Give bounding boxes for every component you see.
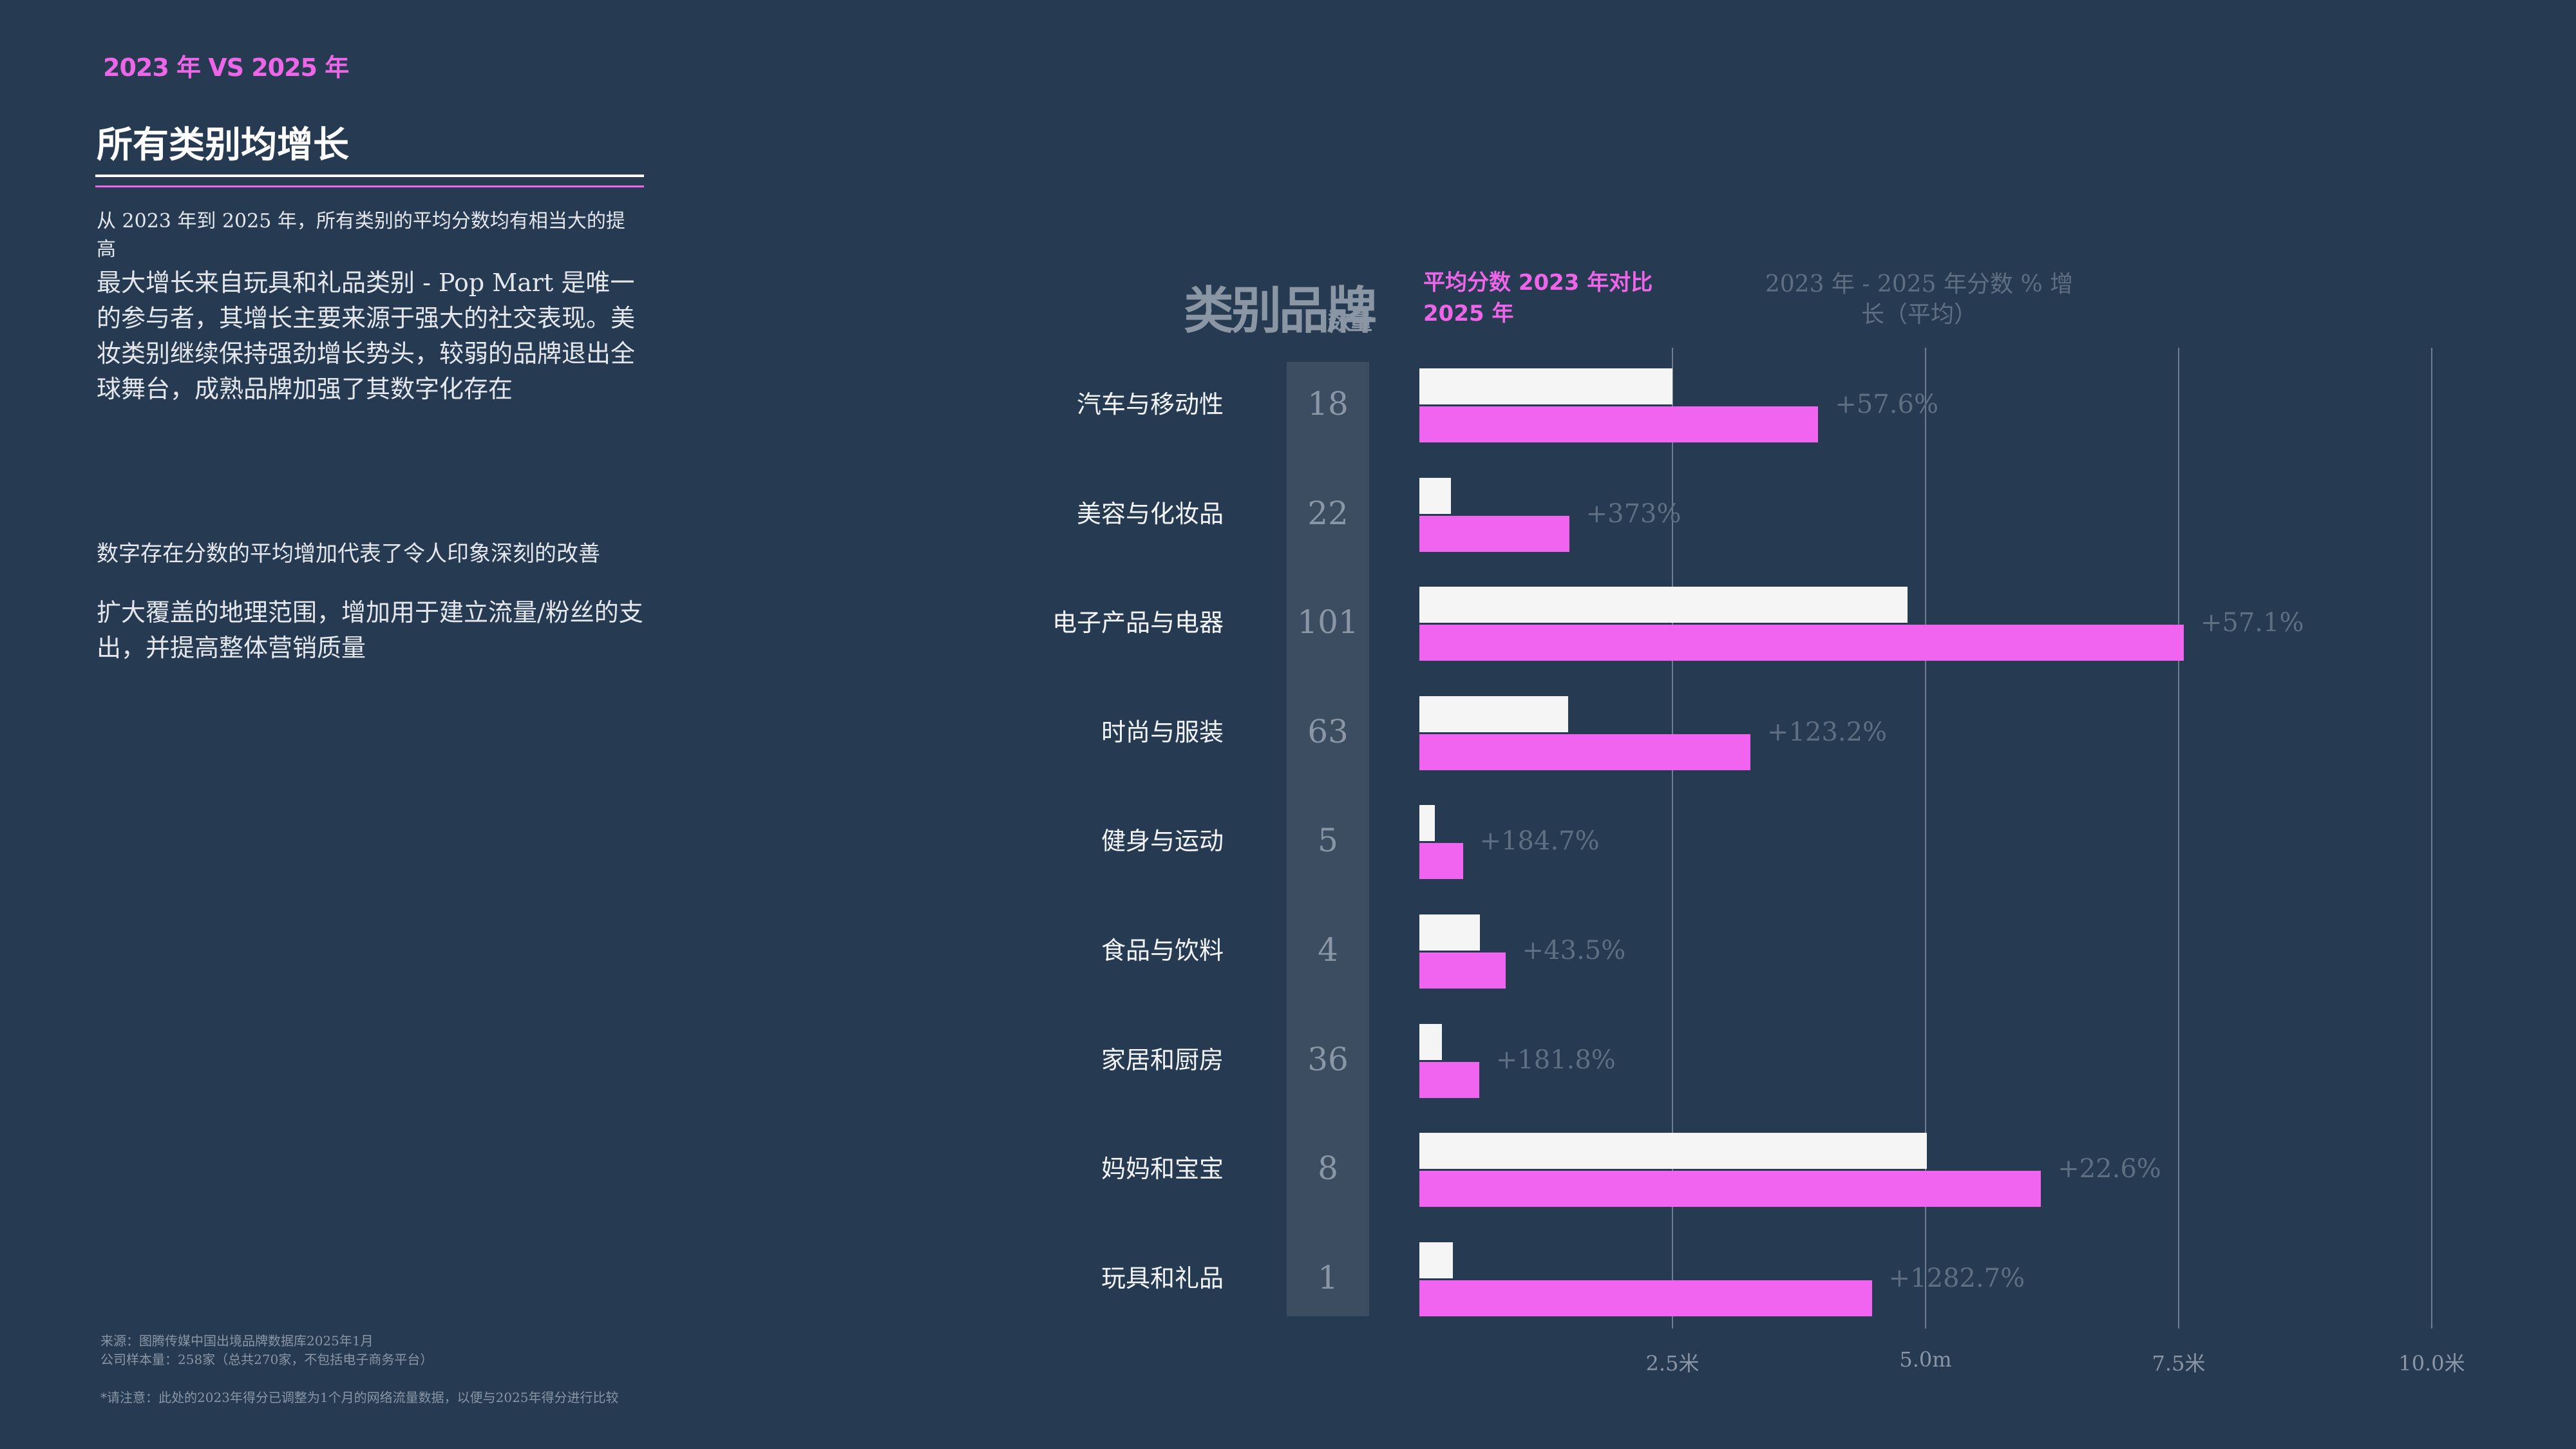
point-1-text: 数字存在分数的平均增加代表了令人印象深刻的改善 (97, 541, 600, 567)
x-tick-label: 5.0m (1899, 1347, 1952, 1372)
bar-2023 (1419, 477, 1451, 514)
brand-count: 63 (1307, 712, 1349, 750)
x-tick-label: 10.0米 (2398, 1351, 2465, 1376)
bar-2025 (1419, 1280, 1872, 1316)
growth-label: +57.1% (2200, 608, 2304, 638)
gridline (2178, 348, 2179, 1329)
bar-2023 (1419, 587, 1908, 623)
brand-count: 8 (1318, 1150, 1338, 1188)
category-label: 食品与饮料 (1101, 936, 1224, 965)
category-label: 健身与运动 (1101, 827, 1224, 856)
brand-count: 4 (1318, 931, 1338, 969)
brand-count: 36 (1307, 1040, 1349, 1078)
brand-count-column-bg (1287, 362, 1369, 1316)
bar-2023 (1419, 805, 1435, 842)
category-label: 汽车与移动性 (1076, 390, 1224, 419)
avg-score-column-header: 平均分数 2023 年对比 2025 年 (1423, 270, 1653, 327)
category-label: 妈妈和宝宝 (1101, 1155, 1224, 1184)
point-2-text: 扩大覆盖的地理范围，增加用于建立流量/粉丝的支出，并提高整体营销质量 (97, 598, 643, 662)
category-column-header: 类别品牌 (1184, 282, 1377, 340)
bar-2025 (1419, 952, 1506, 989)
growth-label: +123.2% (1767, 717, 1888, 747)
growth-label: +43.5% (1522, 936, 1626, 965)
bar-2025 (1419, 625, 2184, 661)
growth-label: +373% (1586, 498, 1681, 529)
brand-count: 5 (1318, 822, 1338, 860)
x-tick-label: 7.5米 (2152, 1351, 2206, 1376)
gridline (2431, 348, 2432, 1329)
source-footnote: 来源：图腾传媒中国出境品牌数据库2025年1月 (100, 1333, 374, 1349)
brand-count: 18 (1307, 385, 1349, 422)
growth-label: +22.6% (2058, 1154, 2161, 1184)
gridline (1672, 348, 1673, 1329)
bar-2023 (1419, 1023, 1442, 1060)
category-label: 美容与化妆品 (1076, 499, 1224, 528)
growth-label: +184.7% (1479, 826, 1600, 857)
growth-column-header: 2023 年 - 2025 年分数 % 增长（平均） (1765, 271, 2074, 328)
eyebrow-title: 2023 年 VS 2025 年 (103, 53, 349, 82)
bar-2025 (1419, 734, 1751, 770)
gridline (1925, 348, 1926, 1329)
bar-2023 (1419, 368, 1672, 404)
x-tick-label: 2.5米 (1645, 1351, 1700, 1376)
growth-label: +181.8% (1495, 1045, 1616, 1075)
category-label: 家居和厨房 (1101, 1045, 1224, 1074)
category-label: 电子产品与电器 (1052, 609, 1224, 638)
brand-count-column-header: 数量 (1328, 308, 1372, 335)
bar-2025 (1419, 843, 1463, 880)
growth-label: +1282.7% (1888, 1263, 2025, 1293)
bar-2023 (1419, 696, 1569, 732)
category-label: 时尚与服装 (1101, 717, 1224, 746)
bar-2025 (1419, 515, 1569, 552)
highlight-text: 最大增长来自玩具和礼品类别 - Pop Mart 是唯一的参与者，其增长主要来源… (97, 269, 636, 403)
bar-2025 (1419, 1061, 1479, 1098)
intro-text: 从 2023 年到 2025 年，所有类别的平均分数均有相当大的提高 (97, 210, 625, 261)
bar-2023 (1419, 1133, 1927, 1170)
page-title: 所有类别均增长 (97, 124, 349, 166)
bar-2025 (1419, 406, 1819, 442)
brand-count: 101 (1297, 603, 1359, 641)
category-label: 玩具和礼品 (1101, 1264, 1224, 1293)
bar-2025 (1419, 1171, 2041, 1208)
bar-2023 (1419, 1242, 1453, 1278)
brand-count: 22 (1307, 494, 1349, 532)
bar-2023 (1419, 914, 1481, 951)
brand-count: 1 (1318, 1258, 1338, 1296)
title-divider-pink (95, 185, 644, 187)
sample-footnote: 公司样本量：258家（总共270家，不包括电子商务平台） (100, 1352, 433, 1367)
growth-label: +57.6% (1835, 390, 1938, 419)
adjustment-footnote: *请注意：此处的2023年得分已调整为1个月的网络流量数据，以便与2025年得分… (100, 1390, 619, 1405)
title-divider-white (95, 175, 644, 177)
